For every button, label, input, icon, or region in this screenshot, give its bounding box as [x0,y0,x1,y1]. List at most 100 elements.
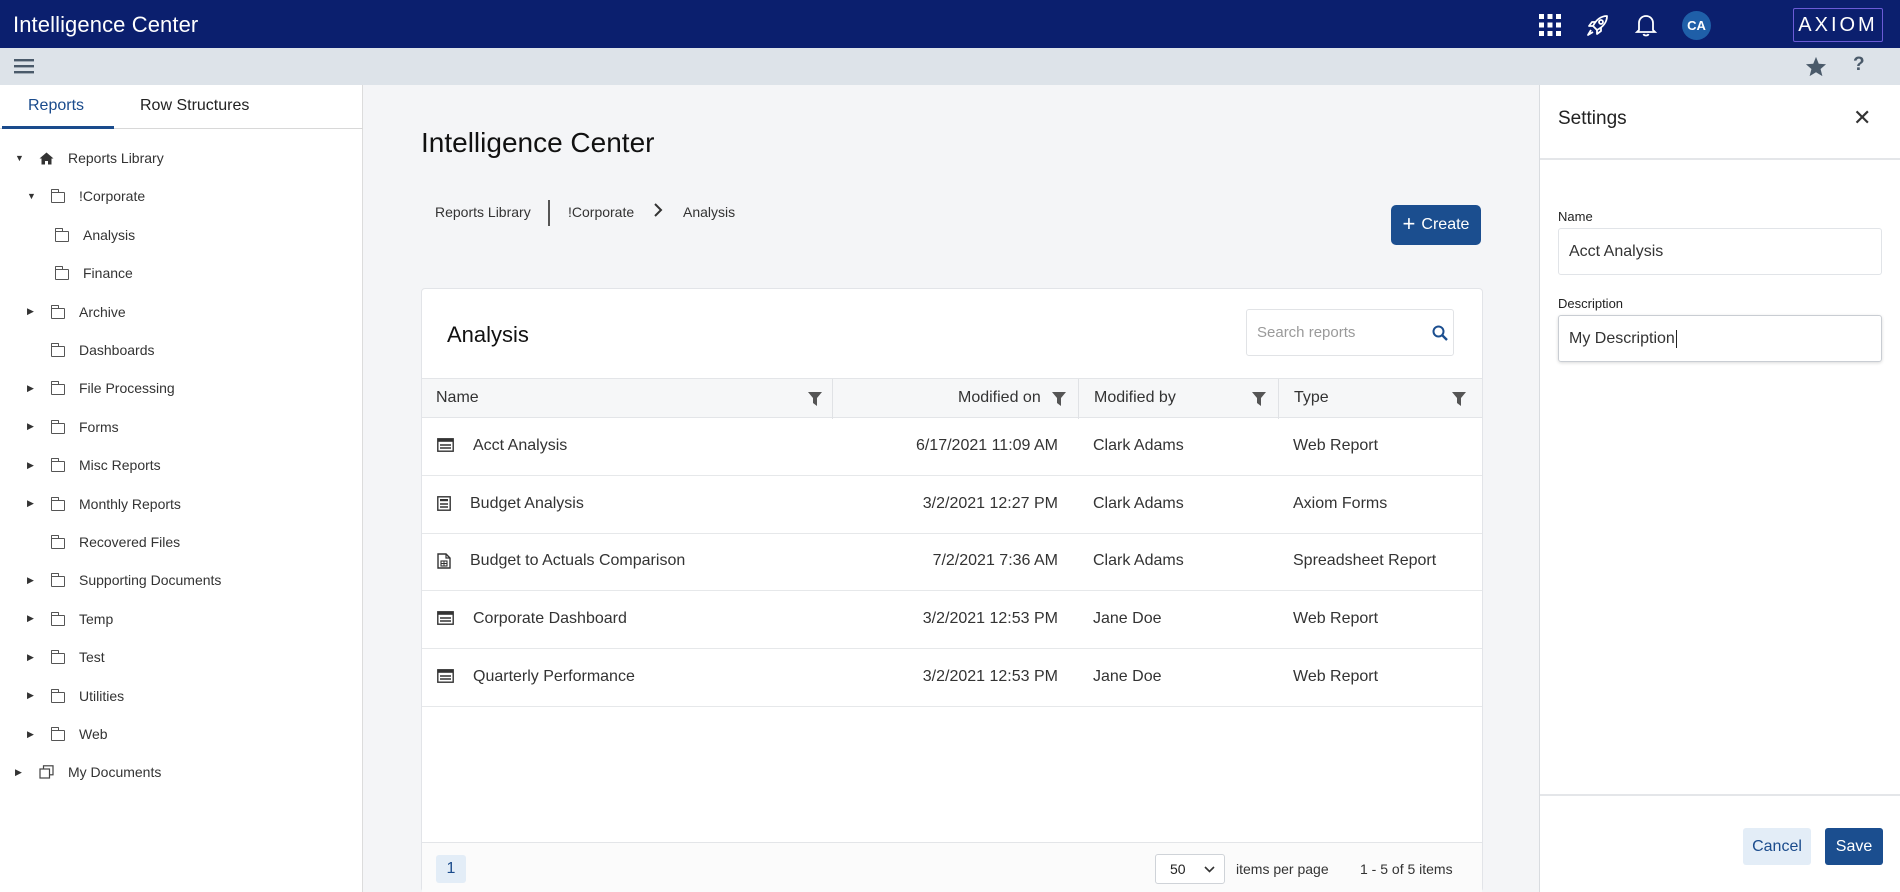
column-header-name[interactable]: Name [436,389,479,406]
folder-icon [50,535,65,549]
filter-icon[interactable] [1052,391,1066,407]
tree-item[interactable]: ▼ Reports Library [15,147,164,169]
caret-right-icon[interactable]: ▶ [27,498,34,509]
folder-icon [50,611,65,626]
caret-down-icon[interactable]: ▼ [27,191,36,202]
search-input[interactable] [1257,324,1417,341]
tree-item[interactable]: ▶ Test [27,646,105,668]
search-box [1246,309,1454,356]
save-button[interactable]: Save [1825,828,1883,865]
cell-name[interactable]: Corporate Dashboard [473,610,627,628]
avatar[interactable]: CA [1682,11,1711,40]
close-icon[interactable]: ✕ [1853,105,1872,130]
favorite-star-icon[interactable] [1805,56,1827,82]
tree-item-label: Utilities [79,687,125,704]
folder-icon [54,227,69,242]
home-icon [39,152,54,165]
create-button[interactable]: + Create [1391,205,1481,245]
tree-item[interactable]: ▶ Web [27,723,108,745]
cell-name[interactable]: Budget to Actuals Comparison [470,552,686,570]
items-per-page-value: 50 [1170,861,1186,877]
tree-item-label: Misc Reports [79,457,161,474]
table-row[interactable]: Acct Analysis 6/17/2021 11:09 AM Clark Ada… [422,418,1482,476]
name-field[interactable]: Acct Analysis [1558,228,1882,275]
caret-down-icon[interactable]: ▼ [15,153,24,163]
tree-item[interactable]: ▶ Utilities [27,685,124,707]
chevron-right-icon [653,202,663,223]
bell-icon[interactable] [1633,12,1659,38]
caret-right-icon[interactable]: ▶ [27,728,34,739]
caret-right-icon[interactable]: ▶ [15,766,22,777]
tree-item[interactable]: ▶ Misc Reports [27,454,161,476]
breadcrumb-item-corporate[interactable]: !Corporate [568,204,635,220]
table-footer: 1 50 items per page 1 - 5 of 5 items [422,842,1482,892]
tree-item[interactable]: ▼ !Corporate [27,185,145,207]
hamburger-menu-icon[interactable] [14,57,34,80]
web-report-icon [437,438,454,453]
page-button[interactable]: 1 [436,855,466,883]
cancel-button[interactable]: Cancel [1743,828,1811,865]
caret-right-icon[interactable]: ▶ [27,651,34,662]
name-label: Name [1558,209,1593,224]
cell-modified-on: 3/2/2021 12:27 PM [922,494,1058,512]
breadcrumb-item-reports-library[interactable]: Reports Library [435,204,531,220]
caret-right-icon[interactable]: ▶ [27,306,34,317]
tree-item[interactable]: Finance [39,262,133,284]
tree-item[interactable]: ▶ Archive [27,301,126,323]
tree-item[interactable]: Dashboards [27,339,155,361]
cell-modified-by: Clark Adams [1093,494,1184,512]
active-tab-indicator [2,126,114,129]
folder-icon [50,573,65,588]
column-header-modified-on[interactable]: Modified on [958,389,1041,406]
settings-header: Settings ✕ [1540,85,1900,160]
description-label: Description [1558,296,1624,311]
tree-item[interactable]: ▶ Temp [27,608,113,630]
tab-reports[interactable]: Reports [28,97,85,114]
filter-icon[interactable] [1252,391,1266,407]
caret-right-icon[interactable]: ▶ [27,382,34,393]
caret-right-icon[interactable]: ▶ [27,421,34,432]
cell-name[interactable]: Budget Analysis [470,494,584,512]
app-launcher-icon[interactable] [1537,12,1563,38]
search-icon[interactable] [1432,325,1448,346]
description-field[interactable]: My Description [1558,315,1882,362]
column-header-modified-by[interactable]: Modified by [1094,389,1176,406]
caret-right-icon[interactable]: ▶ [27,613,34,624]
caret-right-icon[interactable]: ▶ [27,459,34,470]
tree-item-label: Temp [79,610,114,627]
text-cursor [1675,329,1677,348]
table-row[interactable]: Corporate Dashboard 3/2/2021 12:53 PM Jane… [422,591,1482,650]
help-icon[interactable]: ? [1853,54,1865,75]
panel-tabs: Reports Row Structures [0,85,363,129]
card-title: Analysis [447,322,529,347]
rocket-icon[interactable] [1585,12,1611,38]
column-header-type[interactable]: Type [1294,389,1329,406]
description-field-value: My Description [1569,329,1675,347]
tree-item-label: Analysis [83,226,136,243]
tree-item[interactable]: ▶ Monthly Reports [27,493,181,515]
table-row[interactable]: Quarterly Performance 3/2/2021 12:53 PM Ja… [422,649,1482,707]
cell-name[interactable]: Quarterly Performance [473,667,635,685]
tree-item-label: My Documents [68,764,162,781]
filter-icon[interactable] [808,391,822,407]
cell-modified-on: 7/2/2021 7:36 AM [932,552,1058,570]
items-per-page-select[interactable]: 50 [1155,854,1225,884]
tree-item[interactable]: Recovered Files [27,531,180,553]
tree-item[interactable]: Analysis [39,224,135,246]
tree-item[interactable]: ▶ File Processing [27,377,175,399]
tree-item-label: Test [79,649,105,666]
table-row[interactable]: Budget Analysis 3/2/2021 12:27 PM Clark Ad… [422,476,1482,534]
cell-name[interactable]: Acct Analysis [473,437,568,454]
settings-title: Settings [1558,108,1627,129]
tab-row-structures[interactable]: Row Structures [140,97,250,114]
filter-icon[interactable] [1452,391,1466,407]
table-row[interactable]: Budget to Actuals Comparison 7/2/2021 7:3… [422,533,1482,592]
folder-icon [50,381,65,396]
cell-modified-on: 3/2/2021 12:53 PM [922,667,1058,685]
tree-item[interactable]: ▶ My Documents [15,761,161,783]
tree-item-label: File Processing [79,380,175,397]
caret-right-icon[interactable]: ▶ [27,690,34,701]
tree-item[interactable]: ▶ Forms [27,416,119,438]
tree-item[interactable]: ▶ Supporting Documents [27,569,221,591]
caret-right-icon[interactable]: ▶ [27,574,34,585]
